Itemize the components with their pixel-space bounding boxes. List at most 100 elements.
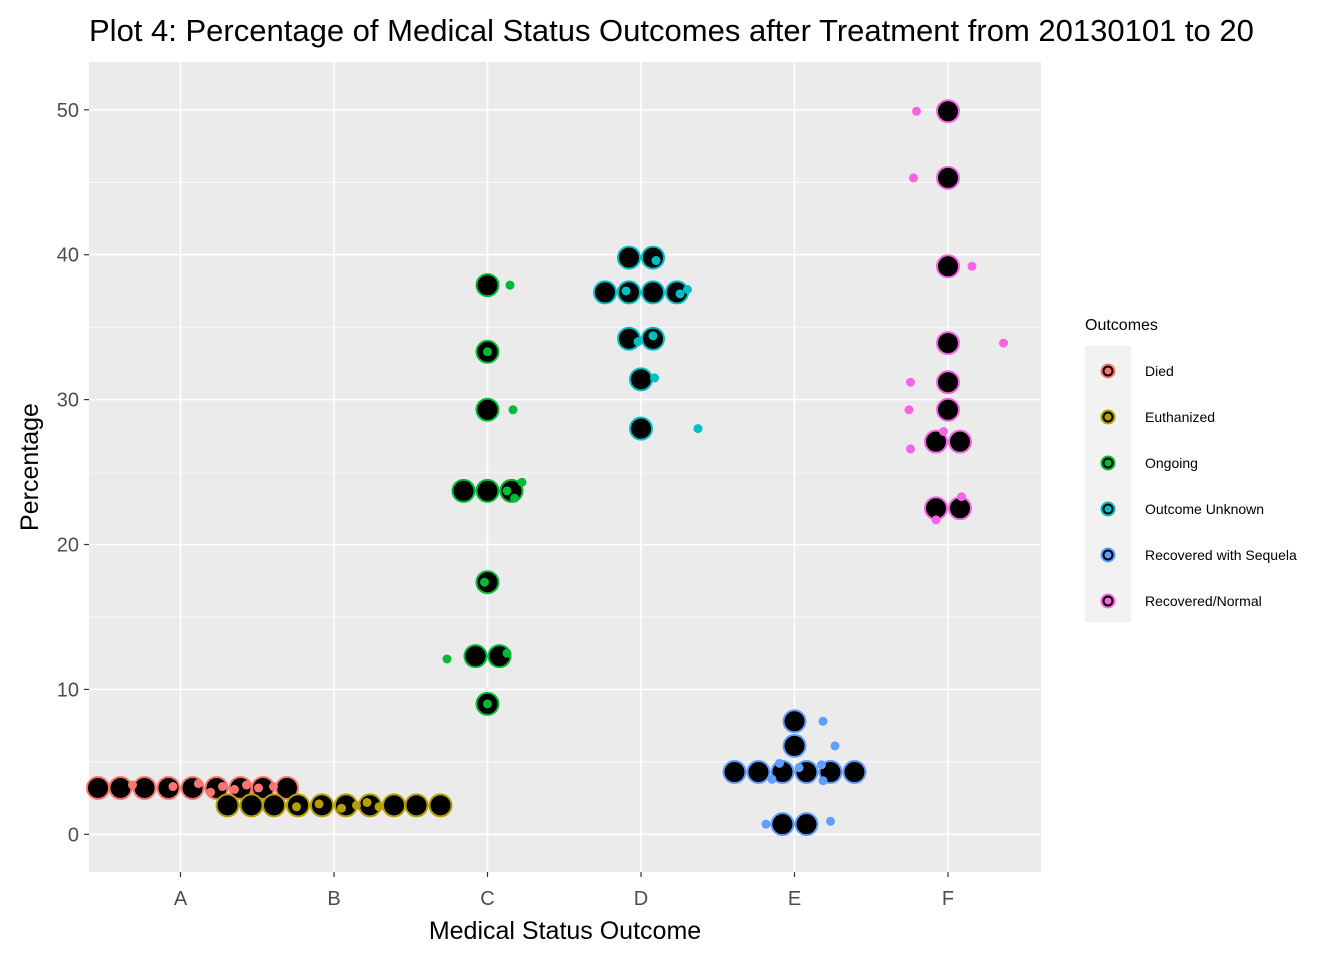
point-recovered-with-sequela (818, 716, 828, 726)
point-died (269, 782, 278, 792)
point-recovered-normal (906, 444, 915, 454)
point-euthanized (292, 802, 301, 812)
dot-ongoing (451, 478, 476, 503)
point-recovered-normal (904, 405, 914, 415)
point-outcome-unknown (633, 337, 643, 347)
dot-euthanized (239, 793, 264, 818)
legend-key-inner-euthanized (1104, 413, 1112, 421)
legend-label-died: Died (1145, 363, 1174, 379)
x-axis-title: Medical Status Outcome (429, 917, 701, 945)
point-recovered-normal (999, 338, 1008, 348)
dot-recovered-with-sequela (782, 733, 807, 758)
x-tick-label: A (174, 888, 188, 910)
point-euthanized (314, 799, 324, 809)
legend-key-inner-recovered-normal (1104, 597, 1112, 605)
data-points (86, 99, 1008, 837)
dot-euthanized (215, 793, 240, 818)
point-outcome-unknown (650, 373, 659, 383)
dot-recovered-normal (936, 254, 960, 279)
point-outcome-unknown (651, 256, 661, 266)
dot-recovered-normal (948, 429, 972, 454)
point-died (168, 782, 178, 792)
dot-recovered-normal (936, 165, 960, 190)
dot-ongoing (463, 644, 488, 669)
grid-lines (89, 62, 1041, 872)
dot-euthanized (428, 793, 453, 818)
legend-title: Outcomes (1085, 317, 1158, 334)
dot-recovered-with-sequela (746, 760, 771, 785)
point-recovered-with-sequela (830, 741, 840, 751)
legend-label-outcome-unknown: Outcome Unknown (1145, 501, 1264, 517)
dot-ongoing (475, 397, 500, 422)
y-tick-label: 50 (57, 100, 79, 122)
dot-euthanized (404, 793, 429, 818)
x-tick-label: D (634, 888, 648, 910)
dot-recovered-normal (936, 397, 960, 422)
x-tick-label: F (942, 888, 954, 910)
point-ongoing (510, 493, 519, 503)
point-outcome-unknown (683, 284, 692, 294)
point-died (230, 784, 239, 794)
point-recovered-normal (909, 173, 918, 183)
dot-euthanized (262, 793, 286, 818)
chart-title: Plot 4: Percentage of Medical Status Out… (89, 13, 1254, 48)
dot-recovered-normal (936, 370, 960, 395)
point-recovered-with-sequela (775, 758, 784, 768)
dot-ongoing (475, 478, 500, 503)
point-ongoing (502, 486, 512, 496)
point-died (218, 782, 227, 792)
point-ongoing (442, 654, 452, 664)
y-tick-label: 30 (57, 390, 79, 412)
point-ongoing (505, 280, 515, 290)
legend-key-inner-recovered-with-sequela (1104, 551, 1112, 559)
legend-key-inner-outcome-unknown (1104, 505, 1112, 513)
point-outcome-unknown (693, 424, 703, 434)
point-recovered-with-sequela (826, 816, 835, 826)
point-ongoing (517, 477, 527, 487)
point-outcome-unknown (675, 289, 685, 299)
dot-euthanized (382, 793, 406, 818)
point-recovered-normal (906, 377, 915, 387)
point-recovered-normal (912, 106, 921, 116)
legend-key-background (1085, 346, 1131, 622)
point-died (128, 780, 137, 790)
point-recovered-normal (939, 426, 948, 436)
legend-key-inner-ongoing (1104, 459, 1112, 467)
y-axis-ticks: 0 10 20 30 40 50 (57, 100, 89, 846)
point-ongoing (508, 405, 518, 415)
y-tick-label: 10 (57, 679, 79, 701)
point-died (254, 783, 263, 793)
point-recovered-with-sequela (794, 763, 804, 773)
point-recovered-normal (931, 515, 941, 525)
point-recovered-normal (967, 261, 977, 271)
point-ongoing (483, 347, 492, 357)
dot-recovered-with-sequela (722, 760, 747, 785)
point-euthanized (374, 802, 384, 812)
legend-label-recovered-with-sequela: Recovered with Sequela (1145, 547, 1297, 563)
point-died (194, 779, 203, 789)
dot-outcome-unknown (641, 280, 665, 305)
point-recovered-with-sequela (761, 819, 771, 829)
point-outcome-unknown (621, 286, 631, 296)
dot-died (86, 775, 110, 800)
dot-recovered-normal (924, 429, 948, 454)
dot-died (132, 775, 157, 800)
point-recovered-with-sequela (817, 760, 826, 770)
point-euthanized (337, 803, 346, 813)
legend-label-ongoing: Ongoing (1145, 455, 1198, 471)
point-died (206, 787, 215, 797)
point-recovered-with-sequela (818, 776, 828, 786)
dot-recovered-with-sequela (782, 709, 807, 734)
x-axis-ticks: A B C D E F (174, 872, 954, 910)
point-ongoing (502, 648, 512, 658)
point-died (242, 780, 251, 790)
dot-outcome-unknown (629, 367, 653, 392)
point-recovered-with-sequela (767, 774, 777, 784)
dot-recovered-with-sequela (794, 812, 819, 837)
dot-recovered-normal (936, 99, 960, 124)
point-ongoing (480, 577, 489, 587)
dot-died (108, 775, 133, 800)
dot-recovered-with-sequela (842, 760, 867, 785)
point-euthanized (362, 797, 372, 807)
